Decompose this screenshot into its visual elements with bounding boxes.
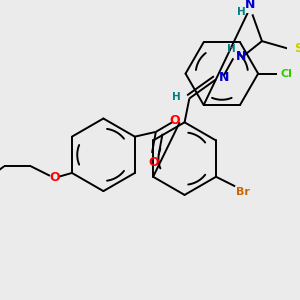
Text: N: N — [236, 50, 246, 63]
Text: O: O — [50, 171, 60, 184]
Text: N: N — [219, 71, 229, 84]
Text: Br: Br — [236, 187, 250, 197]
Text: H: H — [237, 8, 245, 17]
Text: O: O — [169, 114, 180, 127]
Text: H: H — [172, 92, 180, 101]
Text: H: H — [227, 44, 236, 54]
Text: N: N — [245, 0, 256, 11]
Text: O: O — [148, 156, 159, 169]
Text: S: S — [294, 42, 300, 55]
Text: Cl: Cl — [281, 69, 293, 79]
